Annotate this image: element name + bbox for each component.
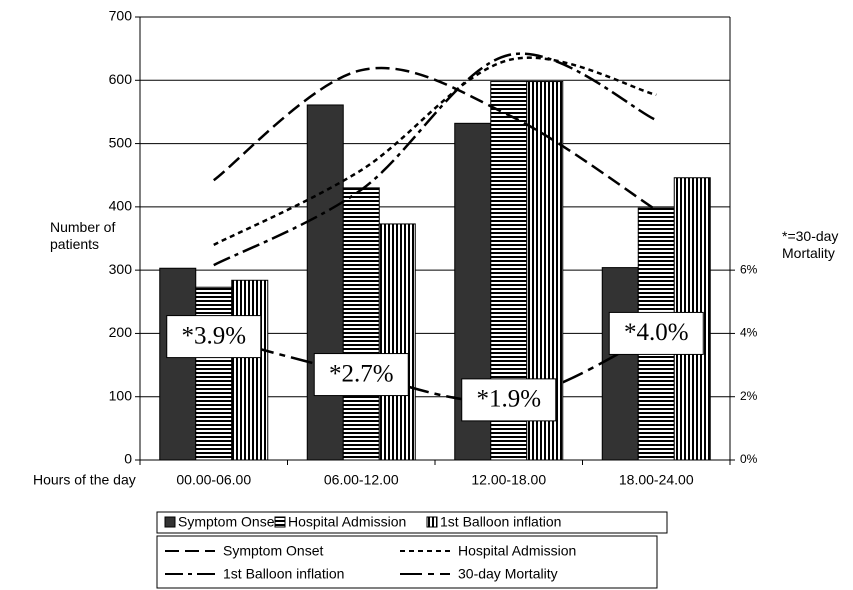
- y2-tick-label: 2%: [740, 389, 758, 403]
- data-label: *4.0%: [624, 319, 689, 346]
- bar: [159, 267, 197, 461]
- y-tick-label: 300: [109, 261, 133, 277]
- x-tick-label: 06.00-12.00: [324, 472, 399, 488]
- y-axis-label: Number of patients: [50, 219, 116, 252]
- bar: [195, 286, 233, 461]
- data-label: *3.9%: [181, 322, 246, 349]
- bar: [342, 187, 380, 461]
- data-label: *1.9%: [476, 386, 541, 413]
- x-tick-label: 12.00-18.00: [471, 472, 546, 488]
- legend-swatch: [426, 516, 438, 528]
- y-tick-label: 200: [109, 324, 133, 340]
- y-tick-label: 400: [109, 198, 133, 214]
- y2-tick-label: 0%: [740, 452, 758, 466]
- legend-label: 1st Balloon inflation: [223, 566, 344, 582]
- trend-line: [213, 56, 657, 246]
- legend-label: 30-day Mortality: [458, 566, 558, 582]
- x-tick-label: 18.00-24.00: [619, 472, 694, 488]
- trend-line: [213, 52, 657, 267]
- legend-swatch: [164, 516, 176, 528]
- y2-tick-label: 4%: [740, 326, 758, 340]
- y2-axis-label: *=30-day Mortality: [782, 228, 839, 261]
- x-axis-label: Hours of the day: [33, 472, 136, 488]
- bar: [231, 279, 269, 461]
- legend-swatch: [274, 516, 286, 528]
- y-tick-label: 100: [109, 387, 133, 403]
- legend-label: Hospital Admission: [288, 514, 406, 530]
- bar: [601, 267, 639, 461]
- legend-label: Symptom Onset: [223, 543, 323, 559]
- y-tick-label: 700: [109, 8, 133, 24]
- bar: [306, 104, 344, 461]
- data-label-box: [461, 378, 557, 422]
- y-tick-label: 600: [109, 71, 133, 87]
- data-label-box: [166, 315, 262, 359]
- bar: [378, 223, 416, 461]
- data-label: *2.7%: [329, 360, 394, 387]
- data-label-box: [313, 353, 409, 397]
- legend-label: 1st Balloon inflation: [440, 514, 561, 530]
- legend-label: Hospital Admission: [458, 543, 576, 559]
- trend-line: [213, 66, 657, 212]
- trend-line: [213, 332, 657, 403]
- data-label-box: [608, 311, 704, 355]
- y-tick-label: 0: [124, 451, 132, 467]
- x-tick-label: 00.00-06.00: [176, 472, 251, 488]
- y-tick-label: 500: [109, 134, 133, 150]
- legend-box: [156, 535, 658, 589]
- legend-label: Symptom Onset: [178, 514, 278, 530]
- y2-tick-label: 6%: [740, 262, 758, 276]
